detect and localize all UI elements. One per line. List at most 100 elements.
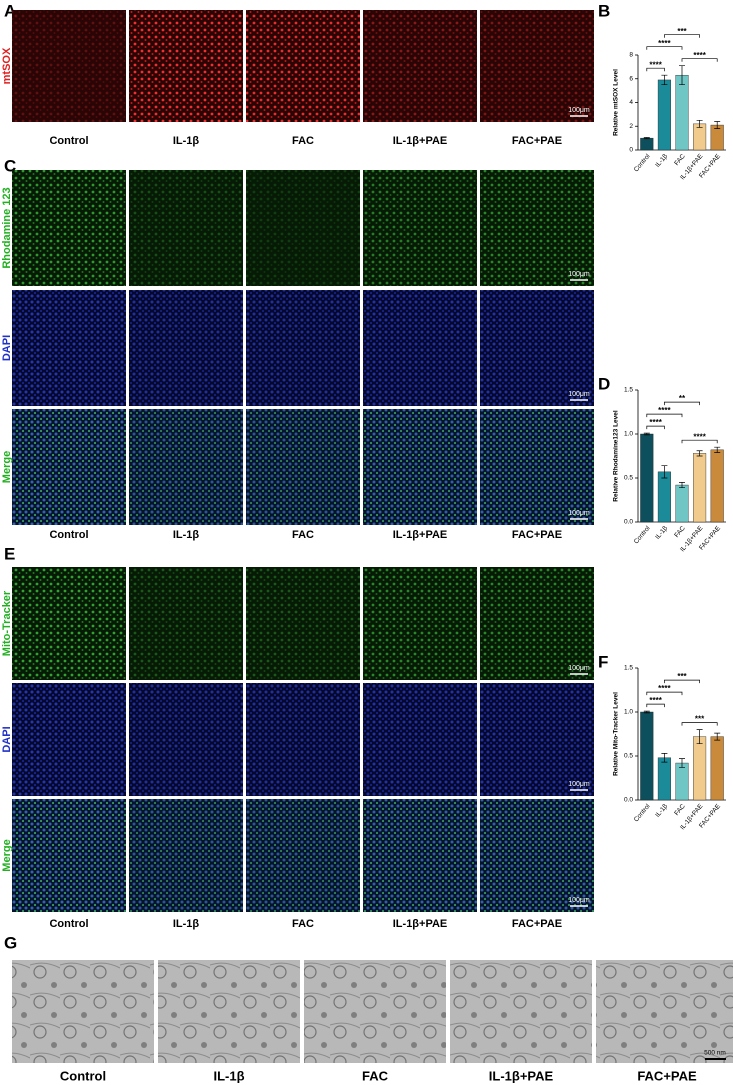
column-label: FAC [292, 918, 314, 930]
x-tick-label: Control [633, 152, 652, 173]
significance-label: **** [693, 51, 706, 60]
significance-label: **** [649, 418, 662, 427]
micrograph-texture [480, 10, 594, 122]
tem-texture [304, 960, 446, 1063]
significance-label: *** [677, 672, 687, 681]
panel-letter: E [4, 544, 15, 563]
micrograph-texture [246, 290, 360, 406]
bar [657, 757, 671, 801]
y-tick-label: 0.5 [624, 753, 633, 760]
micrograph-texture [363, 409, 477, 525]
column-label: IL-1β+PAE [393, 918, 448, 930]
column-label: IL-1β [173, 529, 200, 541]
micrograph-texture [246, 170, 360, 286]
error-bar [661, 465, 668, 479]
y-tick-label: 2 [629, 123, 633, 130]
micrograph-texture [12, 683, 126, 796]
column-label: FAC [292, 135, 314, 147]
bar [693, 123, 707, 151]
significance-label: **** [658, 39, 671, 48]
significance-bracket [681, 439, 718, 444]
scale-bar-label: 100μm [568, 781, 590, 788]
bar [710, 449, 724, 523]
bar [657, 471, 671, 523]
micrograph-texture [129, 170, 243, 286]
micrograph-texture [129, 409, 243, 525]
micrograph-texture [480, 799, 594, 912]
error-bar [679, 65, 685, 86]
x-tick-label: Control [633, 802, 652, 823]
error-bar [714, 446, 721, 453]
bar [640, 433, 654, 523]
scale-bar-label: 100μm [568, 510, 590, 517]
bar [675, 762, 689, 801]
column-label: FAC [362, 1068, 389, 1083]
scale-bar-label: 500 nm [704, 1050, 726, 1057]
tem-texture [450, 960, 592, 1063]
micrograph-texture [129, 799, 243, 912]
micrograph-texture [246, 10, 360, 122]
y-tick-label: 1.5 [624, 387, 633, 394]
micrograph-texture [129, 567, 243, 680]
micrograph-texture [246, 409, 360, 525]
column-label: IL-1β+PAE [489, 1068, 554, 1083]
significance-label: **** [693, 432, 706, 441]
micrograph-texture [480, 170, 594, 286]
row-label: DAPI [1, 726, 13, 752]
panel-letter: G [4, 933, 17, 952]
micrograph-texture [480, 567, 594, 680]
micrograph-texture [363, 290, 477, 406]
column-label: FAC+PAE [512, 135, 562, 147]
scale-bar-label: 100μm [568, 271, 590, 278]
column-label: Control [60, 1068, 106, 1083]
tem-texture [596, 960, 733, 1063]
y-tick-label: 0.0 [624, 797, 633, 804]
panel-letter: F [598, 652, 608, 671]
x-tick-label: IL-1β [654, 803, 669, 819]
column-label: IL-1β [213, 1068, 244, 1083]
micrograph-texture [246, 799, 360, 912]
significance-bracket [646, 425, 665, 430]
row-label: DAPI [1, 335, 13, 361]
micrograph-texture [246, 683, 360, 796]
error-bar [643, 432, 650, 436]
micrograph-texture [363, 799, 477, 912]
significance-label: *** [695, 715, 705, 724]
bar [693, 453, 707, 523]
significance-bracket [681, 58, 718, 62]
x-tick-label: IL-1β [654, 153, 669, 169]
micrograph-texture [480, 683, 594, 796]
x-tick-label: FAC [673, 803, 687, 817]
micrograph-texture [129, 290, 243, 406]
micrograph-texture [12, 409, 126, 525]
column-label: IL-1β [173, 135, 200, 147]
bar [675, 484, 689, 523]
y-axis-label: Relative Rhodamine123 Level [613, 410, 620, 502]
column-label: FAC+PAE [512, 918, 562, 930]
significance-bracket [664, 401, 700, 406]
y-tick-label: 0.5 [624, 475, 633, 482]
column-label: IL-1β+PAE [393, 529, 448, 541]
micrograph-texture [363, 10, 477, 122]
y-tick-label: 0 [629, 147, 633, 154]
significance-label: ** [679, 394, 686, 403]
significance-label: **** [658, 684, 671, 693]
y-tick-label: 1.0 [624, 431, 633, 438]
error-bar [696, 119, 703, 128]
bar [657, 79, 671, 151]
bar [710, 736, 724, 801]
significance-bracket [646, 67, 665, 72]
error-bar [679, 482, 685, 489]
column-label: Control [49, 918, 88, 930]
y-tick-label: 8 [629, 52, 633, 59]
significance-label: **** [649, 60, 662, 69]
bar [640, 137, 654, 151]
y-tick-label: 1.5 [624, 665, 633, 672]
column-label: FAC+PAE [512, 529, 562, 541]
scale-bar-label: 100μm [568, 665, 590, 672]
error-bar [714, 732, 721, 741]
y-axis-label: Relative mtSOX Level [613, 69, 620, 136]
scale-bar-label: 100μm [568, 107, 590, 114]
micrograph-texture [246, 567, 360, 680]
